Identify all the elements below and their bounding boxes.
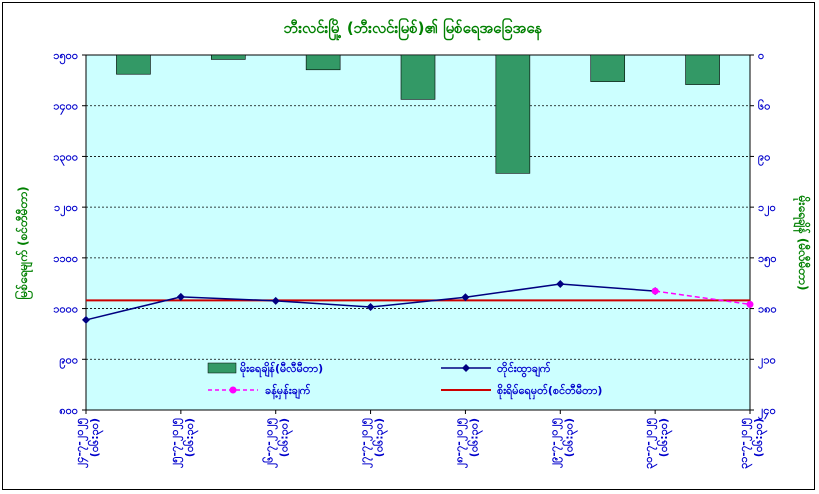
rainfall-bar — [590, 54, 626, 82]
y-right-tick-label: ၂၁၀ — [758, 353, 776, 369]
x-tick-label-time: (ဝ၆:၃၀) — [183, 418, 199, 457]
x-tick-label-time: (ဝ၆:၃၀) — [373, 418, 389, 457]
y-right-tick-label: ၁၅၀ — [758, 252, 777, 268]
x-tick-label-time: (ဝ၆:၃၀) — [467, 418, 483, 457]
rainfall-bar — [210, 54, 246, 60]
x-tick-label-date: ၂၄-၇-၂၀၂၅ — [73, 417, 89, 468]
y-right-tick-label: ၉၀ — [758, 150, 770, 166]
water-level-chart: ဘီးလင်းမြို့ (ဘီးလင်းမြစ်)၏ မြစ်ရေအခြေအန… — [13, 17, 812, 469]
legend: မိုးရေချိန်(မီလီမီတာ) တိုင်းထွာချက် ခန့်… — [207, 361, 602, 400]
rainfall-bar — [305, 54, 341, 71]
water-level-point — [82, 315, 90, 324]
y-right-tick-label: ၂၄၀ — [758, 404, 776, 420]
legend-danger-label: စိုးရိမ်ရေမှတ်(စင်တီမီတာ) — [497, 383, 602, 400]
x-tick-label-date: ၃၁-၇-၂၀၂၅ — [737, 417, 753, 469]
legend-forecast-label: ခန့်မှန်းချက် — [265, 383, 311, 400]
y-left-tick-label: ၁၃၀၀ — [53, 150, 78, 166]
chart-title: ဘီးလင်းမြို့ (ဘီးလင်းမြစ်)၏ မြစ်ရေအခြေအန… — [284, 17, 543, 41]
y-left-tick-label: ၁၅၀၀ — [53, 49, 78, 65]
x-tick-label-date: ၂၈-၇-၂၀၂၅ — [452, 417, 468, 468]
y-right-tick-label: ၁၈၀ — [758, 303, 777, 316]
forecast-point — [746, 300, 754, 308]
x-tick-label-date: ၃၀-၇-၂၀၂၅ — [642, 417, 658, 469]
y-left-tick-label: ၁၁၀၀ — [53, 252, 78, 265]
y-left-tick-label: ၉၀၀ — [59, 353, 78, 369]
level-lines — [82, 279, 754, 324]
legend-level-label: တိုင်းထွာချက် — [497, 361, 551, 378]
y-right-tick-label: ၆၀ — [758, 100, 770, 113]
y-left-tick-label: ၁၂၀၀ — [54, 201, 78, 217]
legend-rain-label: မိုးရေချိန်(မီလီမီတာ) — [240, 361, 323, 378]
x-tick-label-date: ၂၇-၇-၂၀၂၅ — [358, 417, 374, 468]
gridlines — [86, 105, 750, 360]
water-level-point — [461, 293, 470, 302]
legend-rain-swatch — [207, 362, 237, 374]
forecast-point — [651, 287, 659, 295]
rainfall-bars — [116, 54, 720, 174]
rainfall-bar — [116, 54, 151, 75]
axis-ticks: ၈၀၀၉၀၀၁၀၀၀၁၁၀၀၁၂၀၀၁၃၀၀၁၄၀၀၁၅၀၀၂၄၀၂၁၀၁၈၀၁… — [53, 49, 776, 469]
y-right-tick-label: ၁၂၀ — [758, 201, 776, 217]
x-tick-label-time: (ဝ၆:၃၀) — [562, 418, 578, 457]
rainfall-bar — [685, 54, 720, 85]
x-tick-label-time: (ဝ၆:၃၀) — [88, 418, 104, 457]
y-left-tick-label: ၁၄၀၀ — [53, 100, 78, 116]
x-tick-label-date: ၂၆-၇-၂၀၂၅ — [263, 417, 279, 468]
water-level-point — [271, 296, 280, 305]
x-tick-label-time: (ဝ၆:၃၀) — [752, 418, 768, 457]
x-tick-label-date: ၂၅-၇-၂၀၂၅ — [168, 417, 184, 468]
y-axis-label-right: မိုးရေချိန် (မီလီမီတာ) — [792, 195, 812, 291]
legend-forecast-marker — [229, 386, 237, 394]
rainfall-bar — [495, 54, 531, 174]
x-tick-label-time: (ဝ၆:၃၀) — [657, 418, 673, 457]
water-level-point — [366, 303, 375, 312]
rainfall-bar — [400, 54, 436, 100]
plot-area — [85, 54, 751, 411]
water-level-point — [556, 279, 565, 288]
y-right-tick-label: ၀ — [758, 49, 764, 62]
y-left-tick-label: ၈၀၀ — [59, 404, 78, 417]
legend-level-marker — [462, 364, 470, 372]
water-level-point — [176, 292, 185, 301]
y-left-tick-label: ၁၀၀၀ — [53, 303, 78, 316]
y-axis-label-left: မြစ်ရေမျက် (စင်တီမီတာ) — [13, 186, 34, 299]
x-tick-label-date: ၂၉-၇-၂၀၂၅ — [547, 417, 563, 468]
x-tick-label-time: (ဝ၆:၃၀) — [278, 418, 294, 457]
